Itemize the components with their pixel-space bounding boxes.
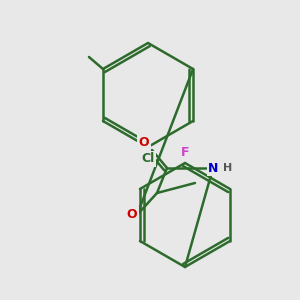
Text: F: F	[181, 146, 189, 160]
Text: H: H	[224, 163, 232, 173]
Text: Cl: Cl	[141, 152, 154, 166]
Text: O: O	[127, 208, 137, 221]
Text: O: O	[139, 136, 149, 148]
Text: N: N	[208, 161, 218, 175]
